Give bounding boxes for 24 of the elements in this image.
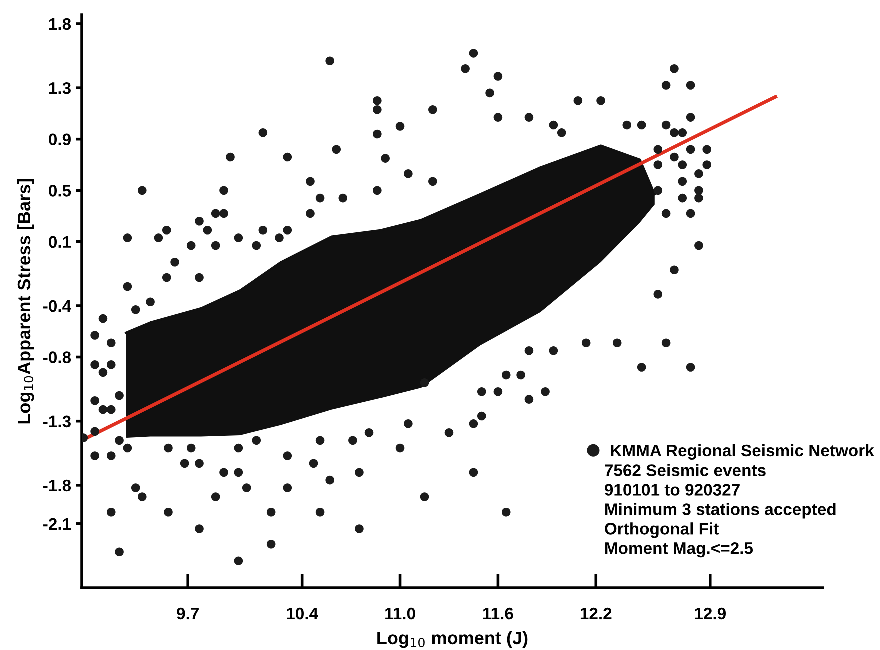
- y-tick-label: 1.8: [49, 18, 72, 30]
- y-tick-label: -2.1: [44, 518, 72, 530]
- y-tick-label: 0.1: [49, 236, 72, 248]
- annotation: Moment Mag.<=2.5: [606, 542, 754, 558]
- x-tick-label: 12.9: [695, 608, 726, 620]
- x-tick-label: 10.4: [287, 608, 318, 620]
- annotation: 910101 to 920327: [604, 484, 740, 496]
- x-axis-title: Log$_{10}$ moment (J): [378, 631, 528, 648]
- x-tick-label: 12.2: [580, 608, 612, 620]
- legend-label: KMMA Regional Seismic Network: [611, 444, 874, 460]
- y-tick-label: 0.5: [49, 185, 72, 197]
- y-tick-label: -1.8: [44, 480, 72, 492]
- annotation: Orthogonal Fit: [605, 522, 719, 538]
- annotation: Minimum 3 stations accepted: [606, 503, 836, 519]
- y-tick-label: -0.4: [44, 300, 72, 312]
- y-axis-title: Log$_{10}$Apparent Stress [Bars]: [17, 179, 34, 424]
- y-tick-label: 0.9: [49, 134, 71, 146]
- x-tick-label: 11.6: [483, 608, 514, 620]
- annotation: 7562 Seismic events: [605, 464, 766, 476]
- x-tick-label: 9.7: [177, 608, 199, 620]
- x-tick-label: 11.0: [386, 608, 416, 620]
- y-tick-label: 1.3: [49, 82, 71, 94]
- y-tick-label: -0.8: [44, 352, 72, 364]
- y-tick-label: -1.3: [44, 416, 71, 428]
